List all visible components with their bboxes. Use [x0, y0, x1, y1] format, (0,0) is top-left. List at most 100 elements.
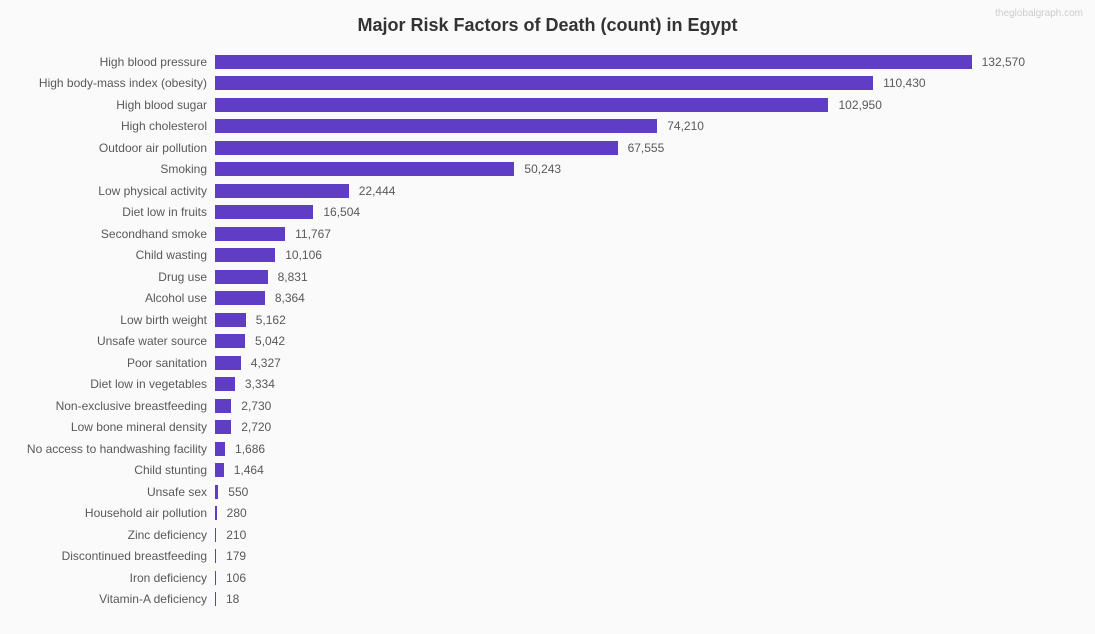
bar [215, 485, 218, 499]
bar-value: 10,106 [285, 248, 322, 262]
bar [215, 119, 657, 133]
bar-row: Diet low in vegetables3,334 [215, 374, 1025, 396]
bar-label: Smoking [160, 162, 207, 176]
bar [215, 399, 231, 413]
bar [215, 313, 246, 327]
bar-value: 2,730 [241, 399, 271, 413]
bar-value: 3,334 [245, 377, 275, 391]
chart-area: High blood pressure132,570High body-mass… [215, 51, 1025, 611]
bar-label: High blood sugar [116, 98, 207, 112]
bar-value: 11,767 [295, 227, 331, 241]
bar [215, 549, 216, 563]
bar-row: High cholesterol74,210 [215, 116, 1025, 138]
bar-value: 132,570 [982, 55, 1025, 69]
bar-label: High body-mass index (obesity) [39, 76, 207, 90]
bar-label: Non-exclusive breastfeeding [56, 399, 207, 413]
bar [215, 205, 313, 219]
bar-label: Secondhand smoke [101, 227, 207, 241]
chart-title: Major Risk Factors of Death (count) in E… [20, 15, 1075, 36]
bar-row: Non-exclusive breastfeeding2,730 [215, 395, 1025, 417]
bar-row: Zinc deficiency210 [215, 524, 1025, 546]
bar-value: 1,464 [234, 463, 264, 477]
bar [215, 76, 873, 90]
bar-label: Outdoor air pollution [99, 141, 207, 155]
bar [215, 162, 514, 176]
bar [215, 227, 285, 241]
bar-value: 50,243 [524, 162, 561, 176]
bar-label: Household air pollution [85, 506, 207, 520]
bar-row: High body-mass index (obesity)110,430 [215, 73, 1025, 95]
bar [215, 291, 265, 305]
bar-value: 102,950 [838, 98, 881, 112]
bar-value: 106 [226, 571, 246, 585]
bar-row: Low physical activity22,444 [215, 180, 1025, 202]
bar-row: Outdoor air pollution67,555 [215, 137, 1025, 159]
bar-row: Drug use8,831 [215, 266, 1025, 288]
bar-value: 8,831 [278, 270, 308, 284]
bar-row: Unsafe water source5,042 [215, 331, 1025, 353]
bar-value: 5,042 [255, 334, 285, 348]
bar [215, 420, 231, 434]
bar-row: Child stunting1,464 [215, 460, 1025, 482]
bar-row: Low birth weight5,162 [215, 309, 1025, 331]
bar-label: High cholesterol [121, 119, 207, 133]
bar-value: 5,162 [256, 313, 286, 327]
bar-label: Alcohol use [145, 291, 207, 305]
bar-row: Alcohol use8,364 [215, 288, 1025, 310]
bar-value: 179 [226, 549, 246, 563]
bar [215, 334, 245, 348]
bar-value: 8,364 [275, 291, 305, 305]
bar-value: 110,430 [883, 76, 926, 90]
bar-label: Drug use [158, 270, 207, 284]
bar-label: Low physical activity [98, 184, 207, 198]
bar-value: 67,555 [628, 141, 665, 155]
bar-value: 210 [226, 528, 246, 542]
bar-row: No access to handwashing facility1,686 [215, 438, 1025, 460]
bar-value: 16,504 [323, 205, 360, 219]
bar-row: Vitamin-A deficiency18 [215, 589, 1025, 611]
bar-row: High blood sugar102,950 [215, 94, 1025, 116]
bar [215, 377, 235, 391]
bar [215, 55, 972, 69]
bar-value: 550 [228, 485, 248, 499]
bar-row: Child wasting10,106 [215, 245, 1025, 267]
bar-label: Child stunting [134, 463, 207, 477]
bar [215, 571, 216, 585]
bar-row: Smoking50,243 [215, 159, 1025, 181]
bar-label: Diet low in vegetables [90, 377, 207, 391]
bar-value: 1,686 [235, 442, 265, 456]
watermark-text: theglobalgraph.com [995, 8, 1083, 19]
bar-value: 280 [227, 506, 247, 520]
bar-label: Low birth weight [120, 313, 207, 327]
bar [215, 184, 349, 198]
bar-label: Low bone mineral density [71, 420, 207, 434]
bar [215, 528, 216, 542]
bar-row: Poor sanitation4,327 [215, 352, 1025, 374]
bar [215, 270, 268, 284]
bar-row: Secondhand smoke11,767 [215, 223, 1025, 245]
bar-row: High blood pressure132,570 [215, 51, 1025, 73]
bar [215, 442, 225, 456]
bar-label: Discontinued breastfeeding [62, 549, 207, 563]
bar-label: No access to handwashing facility [27, 442, 207, 456]
bar-label: Child wasting [136, 248, 207, 262]
bar-label: Vitamin-A deficiency [99, 592, 207, 606]
bar-row: Low bone mineral density2,720 [215, 417, 1025, 439]
bar-row: Diet low in fruits16,504 [215, 202, 1025, 224]
bar-value: 4,327 [251, 356, 281, 370]
bar-row: Unsafe sex550 [215, 481, 1025, 503]
bar-label: Diet low in fruits [122, 205, 207, 219]
bar [215, 141, 618, 155]
bar-row: Iron deficiency106 [215, 567, 1025, 589]
bar-label: High blood pressure [100, 55, 207, 69]
bar-value: 18 [226, 592, 239, 606]
bar-row: Household air pollution280 [215, 503, 1025, 525]
bar-row: Discontinued breastfeeding179 [215, 546, 1025, 568]
bar [215, 98, 828, 112]
chart-container: theglobalgraph.com Major Risk Factors of… [0, 0, 1095, 634]
bar-label: Unsafe water source [97, 334, 207, 348]
bar-value: 2,720 [241, 420, 271, 434]
bar-value: 22,444 [359, 184, 396, 198]
bar [215, 463, 224, 477]
bar-label: Poor sanitation [127, 356, 207, 370]
